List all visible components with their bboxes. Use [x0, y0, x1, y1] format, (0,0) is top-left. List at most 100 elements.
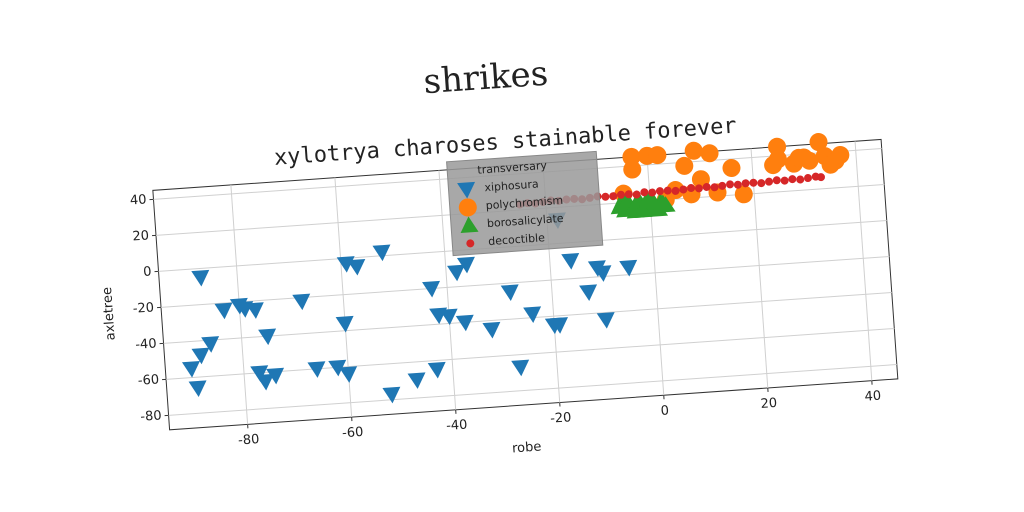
marker [634, 201, 653, 218]
marker [523, 306, 542, 323]
marker [382, 386, 401, 404]
marker [427, 361, 446, 379]
marker [632, 190, 641, 199]
marker [256, 373, 275, 391]
legend-label: xiphosura [484, 177, 539, 194]
grid-line [166, 327, 895, 380]
x-tick-label: -80 [238, 432, 260, 448]
marker [675, 156, 694, 175]
marker [655, 187, 664, 196]
marker [372, 244, 391, 262]
marker [292, 293, 311, 311]
marker [800, 151, 819, 170]
legend-marker [460, 216, 479, 234]
marker [447, 264, 466, 282]
marker [722, 159, 741, 178]
marker [245, 302, 264, 319]
x-tick-label: 20 [760, 396, 778, 412]
marker [768, 150, 787, 169]
marker [687, 184, 696, 193]
y-tick-label: 40 [129, 192, 147, 208]
marker [702, 182, 711, 191]
marker [328, 359, 347, 377]
marker [188, 380, 207, 398]
marker [407, 372, 426, 389]
rotated-figure: shrikes xylotrya charoses stainable fore… [100, 54, 899, 456]
marker [307, 361, 326, 378]
marker [816, 173, 825, 182]
marker [201, 336, 220, 353]
x-tick-label: 40 [864, 389, 882, 405]
marker [214, 302, 233, 320]
x-axis-label: robe [512, 439, 542, 456]
legend-label: decoctible [488, 231, 546, 248]
marker [422, 280, 441, 298]
grid-line [854, 141, 873, 381]
legend-label: borosalicylate [487, 212, 565, 230]
legend-label: polychromism [485, 194, 563, 212]
marker [609, 192, 618, 201]
legend-marker [457, 181, 476, 199]
legend-box [446, 150, 604, 257]
y-tick-label: 0 [143, 264, 152, 280]
legend-marker [458, 198, 477, 217]
marker [456, 256, 475, 274]
marker [671, 186, 680, 195]
legend: transversaryxiphosurapolychromismborosal… [446, 150, 604, 257]
y-tick-label: -80 [140, 408, 162, 424]
grid-line [750, 148, 769, 389]
marker [455, 314, 474, 332]
marker [780, 176, 789, 185]
legend-marker [466, 239, 475, 248]
marker [733, 180, 742, 189]
marker [335, 315, 354, 333]
marker [772, 176, 781, 185]
marker [741, 179, 750, 188]
marker [482, 321, 501, 339]
marker [258, 328, 277, 346]
marker [191, 347, 210, 365]
marker [593, 265, 612, 282]
grid-line [163, 291, 892, 344]
marker [616, 190, 625, 199]
suptitle: shrikes [422, 54, 549, 103]
marker [181, 360, 200, 378]
marker [749, 178, 758, 187]
marker [579, 284, 598, 301]
y-tick-label: -60 [137, 372, 159, 388]
y-axis-label: axletree [100, 287, 119, 341]
marker [654, 194, 673, 212]
marker [624, 190, 633, 199]
marker [622, 147, 641, 166]
marker [640, 188, 649, 197]
marker [347, 258, 366, 276]
marker [788, 175, 797, 184]
marker [601, 192, 610, 201]
marker [679, 185, 688, 194]
marker [229, 297, 248, 315]
marker [765, 177, 774, 186]
marker [596, 312, 615, 329]
marker [561, 253, 580, 270]
y-tick-label: 20 [132, 228, 150, 244]
marker [684, 141, 703, 160]
marker [648, 188, 657, 197]
legend-title: transversary [477, 159, 548, 177]
x-tick-label: 0 [660, 403, 669, 419]
marker [429, 307, 448, 325]
x-tick-label: -20 [550, 410, 572, 426]
marker [700, 144, 719, 163]
marker [266, 367, 285, 385]
y-tick-label: -40 [135, 336, 157, 352]
marker [757, 179, 766, 188]
marker [796, 175, 805, 184]
marker [191, 269, 210, 287]
marker [694, 184, 703, 193]
marker [619, 259, 638, 277]
y-tick-label: -20 [132, 300, 154, 316]
marker [550, 317, 568, 334]
marker [734, 185, 753, 204]
marker [831, 145, 850, 164]
x-tick-label: -60 [342, 425, 364, 441]
